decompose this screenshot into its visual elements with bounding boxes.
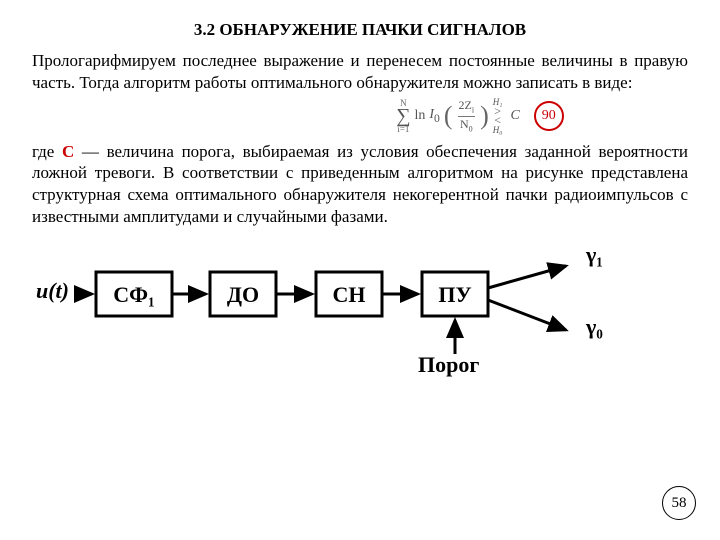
frac-den: N (460, 117, 469, 131)
svg-text:γ₀: γ₀ (585, 314, 603, 339)
hyp-h0: H₀ (493, 126, 503, 135)
svg-text:Порог: Порог (418, 352, 479, 377)
svg-text:γ₁: γ₁ (585, 244, 603, 267)
sum-lower: i=1 (397, 125, 409, 133)
page-number-badge: 58 (662, 486, 696, 520)
frac-num: 2Z (459, 98, 472, 112)
ln: ln (414, 108, 425, 124)
paragraph-2: где С — величина порога, выбираемая из у… (32, 141, 688, 228)
equation-number-badge: 90 (534, 101, 564, 131)
block-diagram: u(t) СФ₁ ДО СН ПУ γ₁ γ₀ Порог (32, 244, 632, 384)
svg-text:u(t): u(t) (36, 278, 69, 303)
threshold-c: C (510, 108, 519, 124)
para2-pre: где (32, 142, 62, 161)
svg-text:СН: СН (333, 282, 366, 307)
svg-text:ДО: ДО (227, 282, 259, 307)
frac-den-sub: 0 (469, 124, 473, 133)
i0-sub: 0 (434, 112, 440, 125)
paragraph-1: Прологарифмируем последнее выражение и п… (32, 50, 688, 94)
svg-text:СФ₁: СФ₁ (113, 282, 154, 307)
svg-text:ПУ: ПУ (438, 282, 471, 307)
frac-num-sub: i (472, 106, 474, 115)
formula: N ∑ i=1 ln I0 ( 2Zi N0 ) H₁ > < H₀ C (396, 98, 520, 135)
para2-rest: — величина порога, выбираемая из условия… (32, 142, 688, 226)
section-title: 3.2 ОБНАРУЖЕНИЕ ПАЧКИ СИГНАЛОВ (32, 20, 688, 40)
formula-row: N ∑ i=1 ln I0 ( 2Zi N0 ) H₁ > < H₀ C 90 (32, 98, 688, 135)
para2-c: С (62, 142, 74, 161)
